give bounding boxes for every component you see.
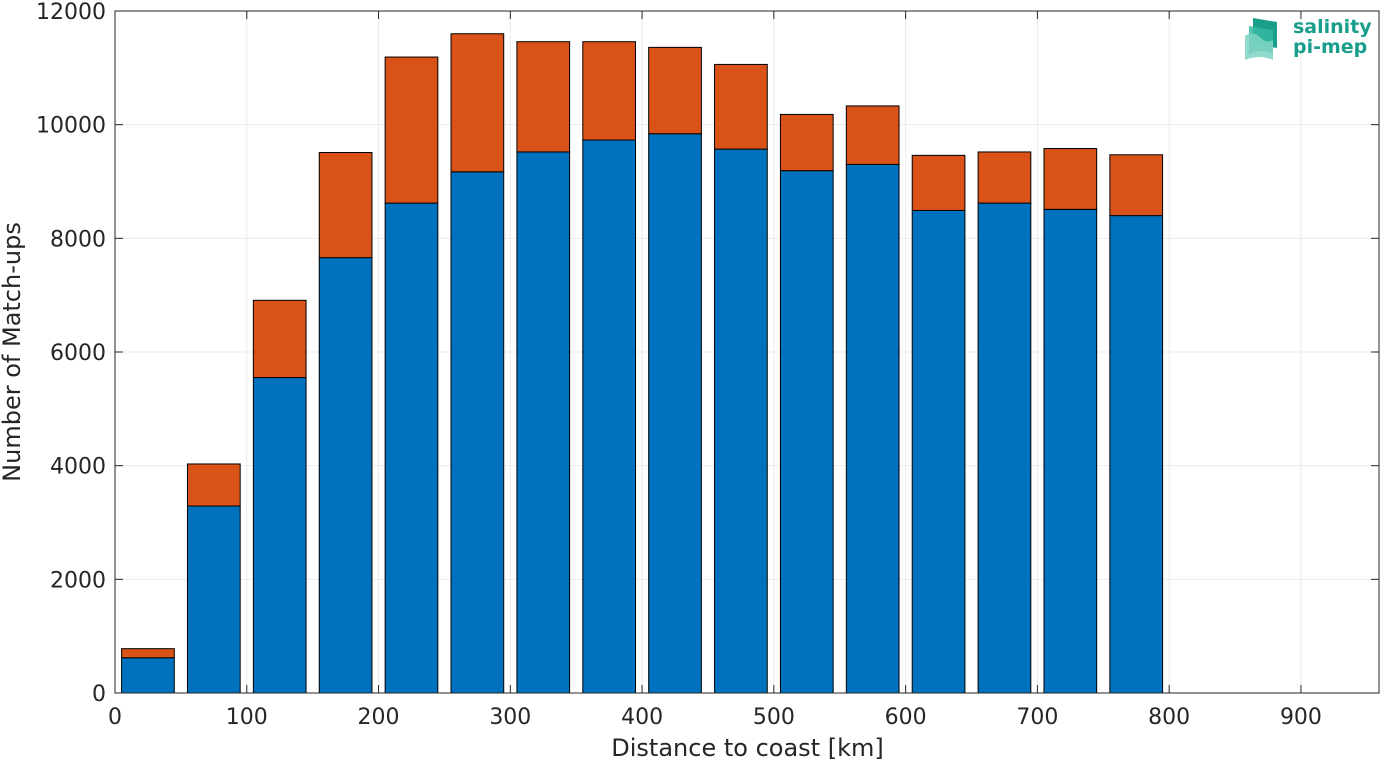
x-tick-label: 700 bbox=[1016, 705, 1058, 730]
y-tick-label: 12000 bbox=[36, 0, 106, 25]
bar-series2-bin8 bbox=[582, 41, 636, 141]
x-tick-label: 500 bbox=[753, 705, 795, 730]
bar-series1-bin7 bbox=[516, 151, 571, 694]
bar-series1-bin11 bbox=[779, 170, 834, 694]
x-tick-label: 300 bbox=[489, 705, 531, 730]
logo-text-salinity: salinity bbox=[1293, 16, 1372, 38]
bar-series2-bin4 bbox=[318, 152, 373, 259]
x-tick-label: 400 bbox=[621, 705, 663, 730]
bar-series2-bin3 bbox=[252, 299, 307, 379]
y-tick-label: 10000 bbox=[36, 114, 106, 139]
bar-series1-bin10 bbox=[714, 148, 768, 694]
bar-series1-bin1 bbox=[121, 657, 175, 694]
bar-series2-bin6 bbox=[450, 33, 505, 173]
logo-text-pi-mep: pi-mep bbox=[1293, 36, 1367, 58]
bar-series2-bin14 bbox=[977, 151, 1032, 204]
bar-series2-bin12 bbox=[845, 105, 900, 165]
bar-series1-bin2 bbox=[186, 505, 241, 694]
x-tick-label: 200 bbox=[358, 705, 400, 730]
bar-series2-bin1 bbox=[121, 648, 175, 659]
bar-series2-bin7 bbox=[516, 41, 571, 153]
bars bbox=[121, 33, 1164, 694]
x-tick-label: 600 bbox=[885, 705, 927, 730]
axis-ticks bbox=[114, 10, 1379, 694]
bar-series2-bin13 bbox=[911, 154, 966, 211]
y-tick-label: 6000 bbox=[50, 341, 106, 366]
bar-series2-bin10 bbox=[714, 63, 768, 150]
tick-labels: 0 100 200 300 400 500 600 700 800 900 0 2000 4000 600… bbox=[36, 0, 1322, 730]
bar-series1-bin6 bbox=[450, 171, 505, 694]
bar-series1-bin4 bbox=[318, 257, 373, 694]
bar-series2-bin9 bbox=[648, 46, 702, 135]
bar-series1-bin9 bbox=[648, 133, 702, 694]
bar-series1-bin3 bbox=[252, 377, 307, 694]
x-tick-label: 0 bbox=[108, 705, 122, 730]
salinity-pi-mep-logo: salinity pi-mep bbox=[1243, 14, 1373, 64]
bar-series2-bin2 bbox=[186, 463, 241, 507]
x-tick-label: 900 bbox=[1280, 705, 1322, 730]
bar-series1-bin5 bbox=[384, 202, 439, 694]
bar-series2-bin15 bbox=[1043, 148, 1098, 210]
bar-series1-bin15 bbox=[1043, 208, 1098, 694]
y-tick-label: 8000 bbox=[50, 227, 106, 252]
y-tick-label: 4000 bbox=[50, 455, 106, 480]
bar-series2-bin5 bbox=[384, 56, 439, 204]
bar-series2-bin11 bbox=[779, 113, 834, 172]
x-tick-label: 800 bbox=[1148, 705, 1190, 730]
bar-series1-bin12 bbox=[845, 163, 900, 694]
bar-series1-bin13 bbox=[911, 209, 966, 694]
y-axis-label: Number of Match-ups bbox=[0, 222, 26, 482]
x-axis-label: Distance to coast [km] bbox=[611, 734, 883, 761]
x-tick-label: 100 bbox=[226, 705, 268, 730]
salinity-wave-logo-icon bbox=[1245, 18, 1277, 60]
bar-series1-bin8 bbox=[582, 139, 636, 694]
bar-series1-bin14 bbox=[977, 202, 1032, 694]
bar-series2-bin16 bbox=[1109, 154, 1164, 217]
bar-series1-bin16 bbox=[1109, 215, 1164, 694]
y-tick-label: 0 bbox=[92, 682, 106, 707]
y-tick-label: 2000 bbox=[50, 568, 106, 593]
